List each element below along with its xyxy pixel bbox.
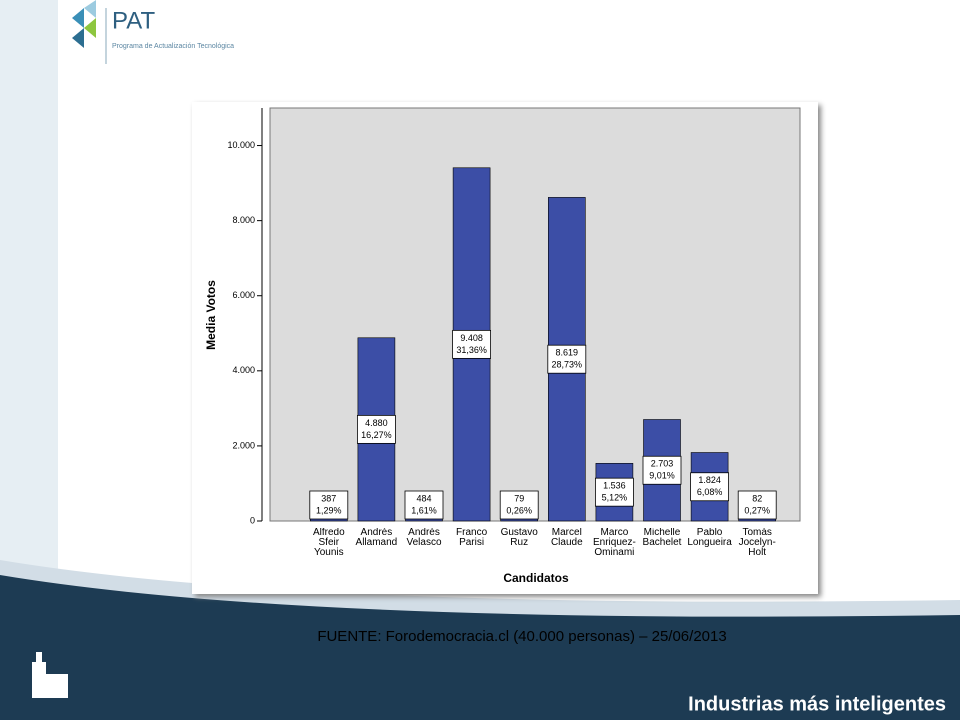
data-label: 387 [321,493,336,503]
x-tick-label: Marcel Claude [550,528,583,548]
logo-subtitle: Programa de Actualización Tecnológica [112,43,234,50]
source: FUENTE: Forodemocracia.cl (40.000 person… [317,628,726,645]
x-tick-label: Andrés Allamand [355,528,398,548]
logo-mark [72,0,96,48]
x-tick-label-box: Pablo Longueira [687,528,732,548]
data-label: 2.703 [651,459,674,469]
x-tick-label-box: Andrés Allamand [355,528,398,548]
data-label: 79 [514,493,524,503]
left-decor [0,0,58,620]
data-label-box [499,490,539,520]
x-tick-label: Franco Parisi [456,528,488,548]
y-tick-label: 10.000 [227,140,255,150]
data-label-share: 5,12% [602,493,628,503]
data-label-share: 28,73% [552,360,583,370]
data-label: 82 [752,493,762,503]
x-tick-label: Marco Enriquez-Ominami [592,528,636,558]
x-tick-label: Pablo Longueira [687,528,732,548]
data-label-box [547,344,587,374]
x-tick-label-box: Tomás Jocelyn-Holt [738,528,776,558]
y-tick-label: 0 [250,515,255,525]
data-label-share: 16,27% [361,430,392,440]
data-label: 1.536 [603,481,626,491]
data-label-box [642,455,682,485]
logo-text: PAT [112,7,155,34]
x-tick-label: Andrés Velasco [406,528,442,548]
x-tick-label-box: Marcel Claude [550,528,583,548]
building-icon [32,652,68,698]
y-tick-label: 6.000 [232,290,255,300]
tagline: Industrias más inteligentes [688,693,946,715]
data-label-share: 1,61% [411,505,437,515]
y-tick-label: 4.000 [232,365,255,375]
x-tick-label-box: Andrés Velasco [406,528,442,548]
data-label: 4.880 [365,418,388,428]
data-label-share: 0,26% [506,505,532,515]
y-axis-label: Media Votos [204,280,218,350]
y-tick-label: 8.000 [232,215,255,225]
data-label-box [452,329,492,359]
data-label-box [404,490,444,520]
data-label: 484 [416,493,431,503]
data-label: 8.619 [556,348,579,358]
x-tick-label-box: Michelle Bachelet [642,528,682,548]
data-label: 1.824 [698,475,721,485]
data-label-share: 6,08% [697,487,723,497]
data-label-box [690,472,730,502]
y-tick-label: 2.000 [232,440,255,450]
data-label-share: 31,36% [456,345,487,355]
x-tick-label: Gustavo Ruz [500,528,538,548]
data-label-box [356,414,396,444]
x-tick-label: Tomás Jocelyn-Holt [738,528,776,558]
x-tick-label-box: Marco Enriquez-Ominami [592,528,636,558]
chart: Media Votos Candidatos 0 2.000 4.000 6.000 8… [192,102,818,594]
x-tick-label: Alfredo Sfeir Younis [312,528,345,558]
data-label-box [594,477,634,507]
data-label-share: 1,29% [316,505,342,515]
data-label-share: 9,01% [649,471,675,481]
data-label: 9.408 [460,333,483,343]
x-tick-label-box: Gustavo Ruz [500,528,538,548]
data-label-box [737,490,777,520]
data-label-box [309,490,349,520]
footer-band [0,575,960,720]
x-axis-label: Candidatos [503,571,569,585]
x-tick-label-box: Franco Parisi [456,528,488,548]
x-tick-label: Michelle Bachelet [642,528,682,548]
x-tick-label-box: Alfredo Sfeir Younis [312,528,345,558]
data-label-share: 0,27% [744,505,770,515]
